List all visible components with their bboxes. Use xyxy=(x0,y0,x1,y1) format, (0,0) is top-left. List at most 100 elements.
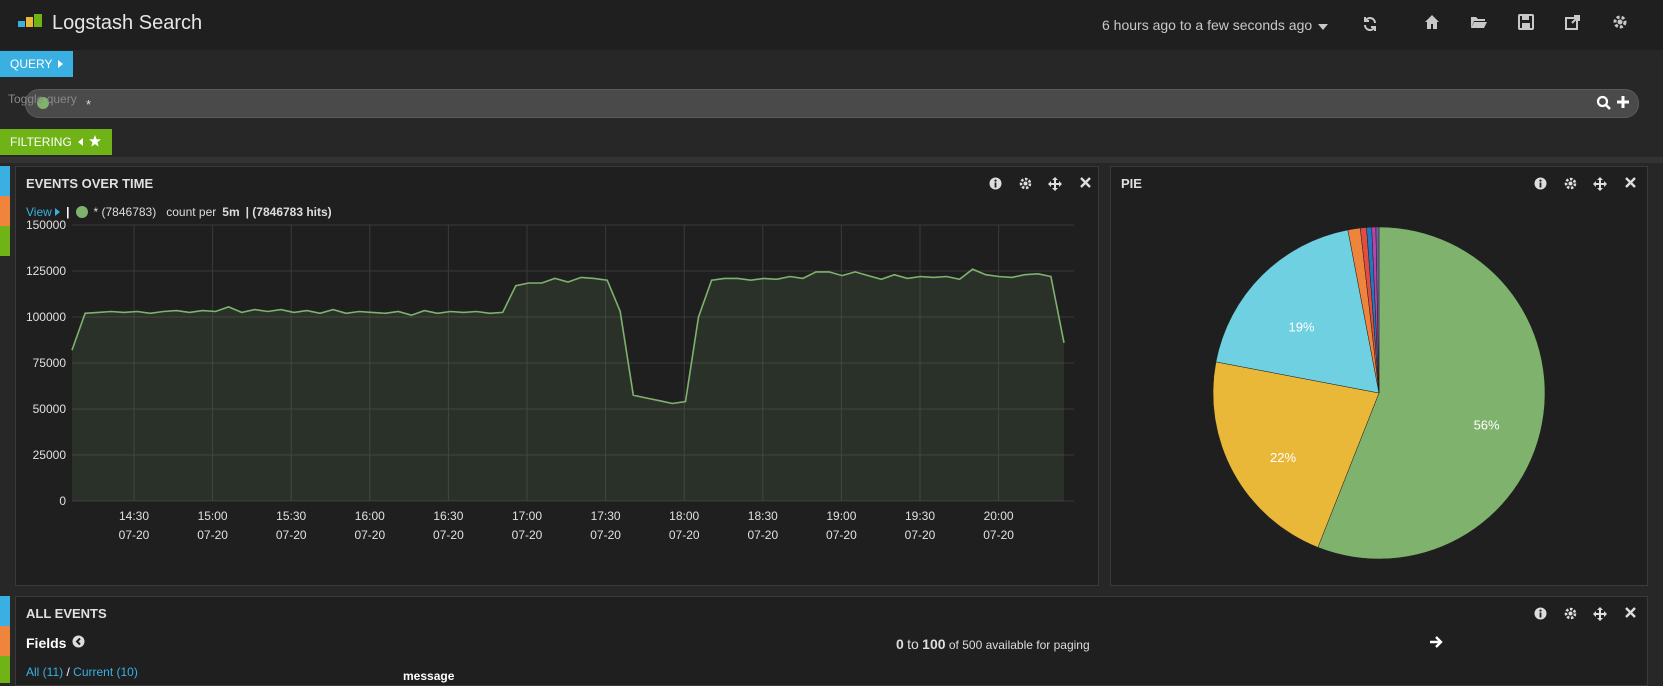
fields-link-separator: / xyxy=(66,665,70,679)
y-tick-label: 0 xyxy=(59,494,66,508)
x-tick-time: 19:00 xyxy=(826,509,856,523)
hits-summary: | (7846783 hits) xyxy=(245,205,332,219)
pie-slice-label: 22% xyxy=(1270,450,1296,465)
pie-slice[interactable] xyxy=(1215,229,1380,394)
time-range-picker[interactable]: 6 hours ago to a few seconds ago xyxy=(1102,17,1329,33)
series-color-dot[interactable] xyxy=(75,206,88,218)
row-divider xyxy=(0,157,1663,163)
pie-slice-label: 56% xyxy=(1474,418,1500,433)
query-color-dot[interactable] xyxy=(37,97,49,109)
query-toggle-button[interactable]: QUERY xyxy=(0,51,74,77)
x-tick-time: 14:30 xyxy=(119,509,149,523)
paging-info: 0 to 100 of 500 available for paging xyxy=(896,636,1090,652)
row-tab-blue-2[interactable] xyxy=(0,596,10,626)
x-tick-time: 19:30 xyxy=(905,509,935,523)
query-input[interactable] xyxy=(86,94,1486,114)
row-tab-orange-2[interactable] xyxy=(0,626,10,656)
search-icon[interactable] xyxy=(1596,95,1612,116)
panel-tools xyxy=(1531,607,1639,621)
dashboard-actions xyxy=(1408,14,1643,30)
x-tick-time: 18:30 xyxy=(748,509,778,523)
filtering-label: FILTERING xyxy=(10,135,72,149)
folder-open-icon[interactable] xyxy=(1455,14,1502,30)
x-tick-time: 17:00 xyxy=(512,509,542,523)
info-icon[interactable] xyxy=(1531,607,1549,621)
info-icon[interactable] xyxy=(1531,177,1549,191)
pie-slice[interactable] xyxy=(1317,226,1546,560)
pie-slice-label: 19% xyxy=(1288,320,1314,335)
x-tick-time: 18:00 xyxy=(669,509,699,523)
x-tick-date: 07-20 xyxy=(669,528,700,542)
all-fields-link[interactable]: All (11) xyxy=(26,665,64,679)
toggle-query-label[interactable]: Toggle query xyxy=(8,92,77,106)
x-tick-date: 07-20 xyxy=(826,528,857,542)
x-tick-time: 17:30 xyxy=(591,509,621,523)
save-icon[interactable] xyxy=(1502,14,1549,30)
x-tick-date: 07-20 xyxy=(983,528,1014,542)
pie-panel: PIE 56% 22% 19% xyxy=(1110,166,1648,586)
home-icon[interactable] xyxy=(1408,14,1455,30)
series-area xyxy=(72,269,1064,501)
fields-header[interactable]: Fields xyxy=(26,635,85,651)
x-tick-date: 07-20 xyxy=(354,528,385,542)
interval-value[interactable]: 5m xyxy=(222,205,240,219)
move-icon[interactable] xyxy=(1046,177,1064,191)
paging-to: 100 xyxy=(922,636,946,652)
x-tick-date: 07-20 xyxy=(276,528,307,542)
query-actions xyxy=(1596,95,1630,116)
current-fields-link[interactable]: Current (10) xyxy=(73,665,138,679)
gear-icon[interactable] xyxy=(1561,607,1579,621)
paging-from: 0 xyxy=(896,636,904,652)
x-tick-time: 20:00 xyxy=(984,509,1014,523)
close-icon[interactable] xyxy=(1076,177,1094,191)
panel-tools xyxy=(1531,177,1639,191)
share-icon[interactable] xyxy=(1549,14,1596,30)
gear-icon[interactable] xyxy=(1561,177,1579,191)
query-label: QUERY xyxy=(10,57,53,71)
panel-title: PIE xyxy=(1121,176,1142,191)
pie-slice[interactable] xyxy=(1212,361,1380,548)
gear-icon[interactable] xyxy=(1016,177,1034,191)
x-tick-date: 07-20 xyxy=(433,528,464,542)
message-column-header[interactable]: message xyxy=(403,669,455,683)
y-tick-label: 75000 xyxy=(33,356,67,370)
settings-gear-icon[interactable] xyxy=(1596,14,1643,30)
panel-title: EVENTS OVER TIME xyxy=(26,176,154,191)
row-tab-green[interactable] xyxy=(0,226,10,256)
close-icon[interactable] xyxy=(1621,607,1639,621)
brand[interactable]: Logstash Search xyxy=(18,12,202,35)
x-tick-time: 16:30 xyxy=(433,509,463,523)
x-tick-time: 15:00 xyxy=(198,509,228,523)
refresh-button[interactable] xyxy=(1362,16,1378,37)
count-per-label: count per xyxy=(166,205,217,219)
info-icon[interactable] xyxy=(986,177,1004,191)
add-query-icon[interactable] xyxy=(1616,95,1630,116)
panel-tools xyxy=(986,177,1094,191)
caret-left-icon xyxy=(77,135,83,149)
y-tick-label: 150000 xyxy=(26,218,66,232)
paging-to-word: to xyxy=(907,636,919,652)
row-tab-orange[interactable] xyxy=(0,196,10,226)
y-tick-label: 25000 xyxy=(33,448,67,462)
move-icon[interactable] xyxy=(1591,607,1609,621)
series-line xyxy=(71,268,1065,405)
star-icon xyxy=(88,134,101,150)
paging-suffix: of 500 available for paging xyxy=(948,638,1090,652)
row-tab-green-2[interactable] xyxy=(0,656,10,683)
collapse-circle-icon xyxy=(72,635,85,651)
y-tick-label: 100000 xyxy=(26,310,66,324)
next-page-arrow-icon[interactable] xyxy=(1429,635,1443,652)
logstash-logo-icon xyxy=(18,12,44,35)
close-icon[interactable] xyxy=(1621,177,1639,191)
chart-legend: View | * (7846783) count per 5m | (78467… xyxy=(26,205,332,219)
pie-slice[interactable] xyxy=(1375,226,1380,394)
field-filter-links: All (11) / Current (10) xyxy=(26,665,138,679)
view-menu-link[interactable]: View xyxy=(26,205,61,219)
query-bar xyxy=(25,89,1639,118)
row-tab-blue[interactable] xyxy=(0,166,10,196)
fields-label: Fields xyxy=(26,635,67,651)
filtering-toggle-button[interactable]: FILTERING xyxy=(0,129,112,155)
move-icon[interactable] xyxy=(1591,177,1609,191)
x-tick-date: 07-20 xyxy=(905,528,936,542)
pie-chart: 56% 22% 19% xyxy=(1212,226,1546,560)
